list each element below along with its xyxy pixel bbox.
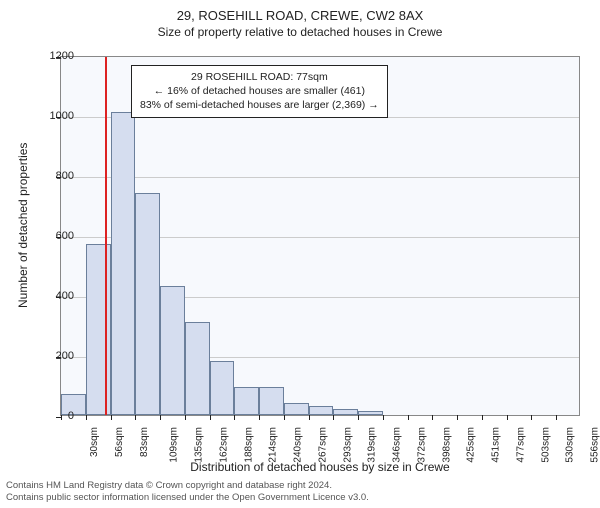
xtick-label: 346sqm (392, 427, 403, 463)
xtick-label: 530sqm (565, 427, 576, 463)
xtick-label: 425sqm (466, 427, 477, 463)
xtick-mark (507, 415, 508, 420)
xtick-mark (408, 415, 409, 420)
ytick-label: 0 (34, 410, 74, 422)
xtick-label: 451sqm (491, 427, 502, 463)
info-box-line: 29 ROSEHILL ROAD: 77sqm (140, 70, 379, 84)
histogram-bar (259, 387, 284, 416)
xtick-label: 56sqm (114, 427, 125, 457)
xtick-label: 477sqm (516, 427, 527, 463)
info-box: 29 ROSEHILL ROAD: 77sqm← 16% of detached… (131, 65, 388, 118)
footer-line-1: Contains HM Land Registry data © Crown c… (6, 480, 369, 492)
xtick-label: 293sqm (342, 427, 353, 463)
histogram-bar (284, 403, 309, 415)
xtick-label: 109sqm (169, 427, 180, 463)
xtick-mark (86, 415, 87, 420)
ytick-label: 1200 (34, 50, 74, 62)
xtick-mark (135, 415, 136, 420)
histogram-bar (333, 409, 358, 415)
xtick-label: 188sqm (243, 427, 254, 463)
histogram-bar (111, 112, 136, 415)
gridline-h (61, 177, 579, 178)
xtick-mark (358, 415, 359, 420)
ytick-label: 600 (34, 230, 74, 242)
histogram-bar (309, 406, 334, 415)
xtick-label: 240sqm (293, 427, 304, 463)
info-box-line: 83% of semi-detached houses are larger (… (140, 98, 379, 112)
xtick-label: 135sqm (194, 427, 205, 463)
xtick-label: 30sqm (89, 427, 100, 457)
histogram-bar (234, 387, 259, 416)
histogram-bar (358, 411, 383, 416)
info-box-line: ← 16% of detached houses are smaller (46… (140, 84, 379, 98)
plot-background: 29 ROSEHILL ROAD: 77sqm← 16% of detached… (60, 56, 580, 416)
xtick-mark (160, 415, 161, 420)
xtick-label: 214sqm (268, 427, 279, 463)
xtick-label: 319sqm (367, 427, 378, 463)
xtick-label: 398sqm (441, 427, 452, 463)
footer-line-2: Contains public sector information licen… (6, 492, 369, 504)
xtick-mark (457, 415, 458, 420)
xtick-mark (333, 415, 334, 420)
chart-container: 29, ROSEHILL ROAD, CREWE, CW2 8AX Size o… (0, 8, 600, 508)
xtick-mark (185, 415, 186, 420)
plot-area: 29 ROSEHILL ROAD: 77sqm← 16% of detached… (60, 56, 580, 416)
histogram-bar (135, 193, 160, 415)
ytick-label: 800 (34, 170, 74, 182)
xtick-mark (210, 415, 211, 420)
xtick-label: 267sqm (317, 427, 328, 463)
xtick-mark (284, 415, 285, 420)
y-axis-label: Number of detached properties (16, 143, 30, 308)
xtick-mark (111, 415, 112, 420)
xtick-label: 556sqm (590, 427, 600, 463)
xtick-mark (531, 415, 532, 420)
footer-attribution: Contains HM Land Registry data © Crown c… (6, 480, 369, 504)
ytick-label: 1000 (34, 110, 74, 122)
histogram-bar (185, 322, 210, 415)
chart-title: 29, ROSEHILL ROAD, CREWE, CW2 8AX (0, 8, 600, 23)
xtick-mark (556, 415, 557, 420)
xtick-label: 503sqm (540, 427, 551, 463)
ytick-label: 400 (34, 290, 74, 302)
xtick-mark (482, 415, 483, 420)
ytick-label: 200 (34, 350, 74, 362)
xtick-label: 162sqm (218, 427, 229, 463)
reference-line (105, 57, 107, 415)
xtick-label: 83sqm (139, 427, 150, 457)
xtick-mark (383, 415, 384, 420)
xtick-label: 372sqm (416, 427, 427, 463)
xtick-mark (259, 415, 260, 420)
xtick-mark (309, 415, 310, 420)
histogram-bar (210, 361, 235, 415)
xtick-mark (432, 415, 433, 420)
histogram-bar (160, 286, 185, 415)
xtick-mark (234, 415, 235, 420)
chart-subtitle: Size of property relative to detached ho… (0, 25, 600, 39)
